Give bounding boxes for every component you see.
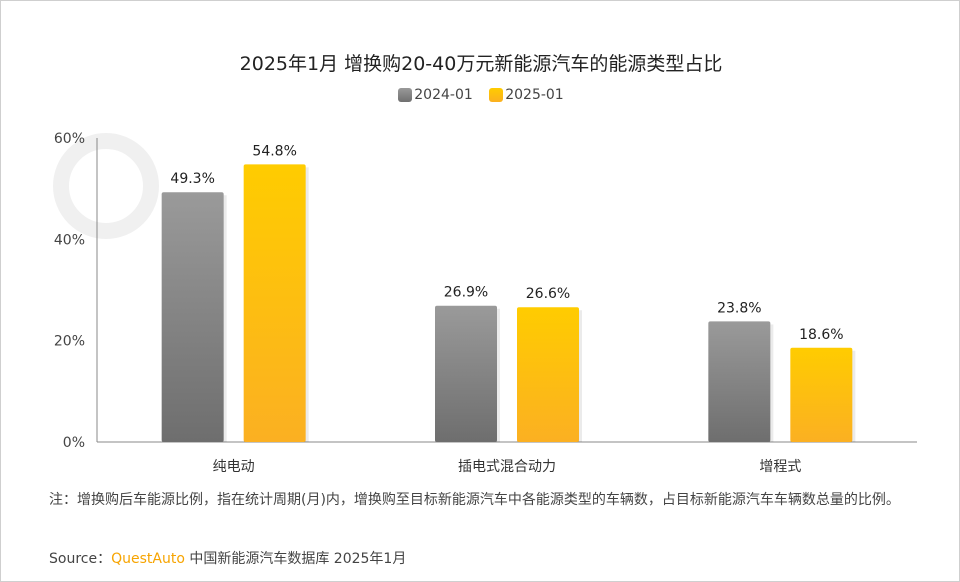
legend-label: 2024-01 xyxy=(414,87,473,103)
legend-swatch xyxy=(398,88,413,102)
y-tick-label: 40% xyxy=(54,232,85,248)
data-label: 26.6% xyxy=(526,286,570,302)
footnote: 注：增换购后车能源比例，指在统计周期(月)内，增换购至目标新能源汽车中各能源类型… xyxy=(49,492,900,508)
bar-2024-01 xyxy=(708,321,771,442)
bar-2024-01 xyxy=(435,305,497,442)
legend-label: 2025-01 xyxy=(505,87,564,103)
bar-2025-01 xyxy=(790,347,853,442)
legend-item-2024: 2024-01 xyxy=(398,87,473,103)
legend-item-2025: 2025-01 xyxy=(489,87,564,103)
y-tick-label: 20% xyxy=(54,334,85,350)
data-label: 23.8% xyxy=(717,300,761,316)
data-label: 54.8% xyxy=(252,143,296,159)
source-label: Source： xyxy=(49,551,112,567)
bar-chart: 0% 20% 40% 60% 纯电动 49.3% 54.8% 插电式混合动力 26.9% 26.6… xyxy=(54,131,917,475)
x-tick-label: 增程式 xyxy=(759,459,801,475)
legend: 2024-01 2025-01 xyxy=(1,87,959,106)
data-label: 49.3% xyxy=(170,171,214,187)
source-brand: QuestAuto xyxy=(111,551,185,567)
watermark-logo xyxy=(51,131,161,245)
y-tick-label: 0% xyxy=(63,435,85,451)
legend-swatch xyxy=(489,88,504,102)
bar-2025-01 xyxy=(517,307,579,442)
x-tick-label: 纯电动 xyxy=(213,459,255,475)
data-label: 18.6% xyxy=(799,327,843,343)
data-label: 26.9% xyxy=(444,285,488,301)
bar-2025-01 xyxy=(243,164,306,442)
bar-2024-01 xyxy=(161,192,224,442)
y-tick-label: 60% xyxy=(54,131,85,147)
chart-title: 2025年1月 增换购20-40万元新能源汽车的能源类型占比 xyxy=(239,53,723,75)
source-text: 中国新能源汽车数据库 2025年1月 xyxy=(184,551,407,567)
source-line: Source：QuestAuto 中国新能源汽车数据库 2025年1月 xyxy=(49,548,406,568)
x-tick-label: 插电式混合动力 xyxy=(458,459,556,475)
